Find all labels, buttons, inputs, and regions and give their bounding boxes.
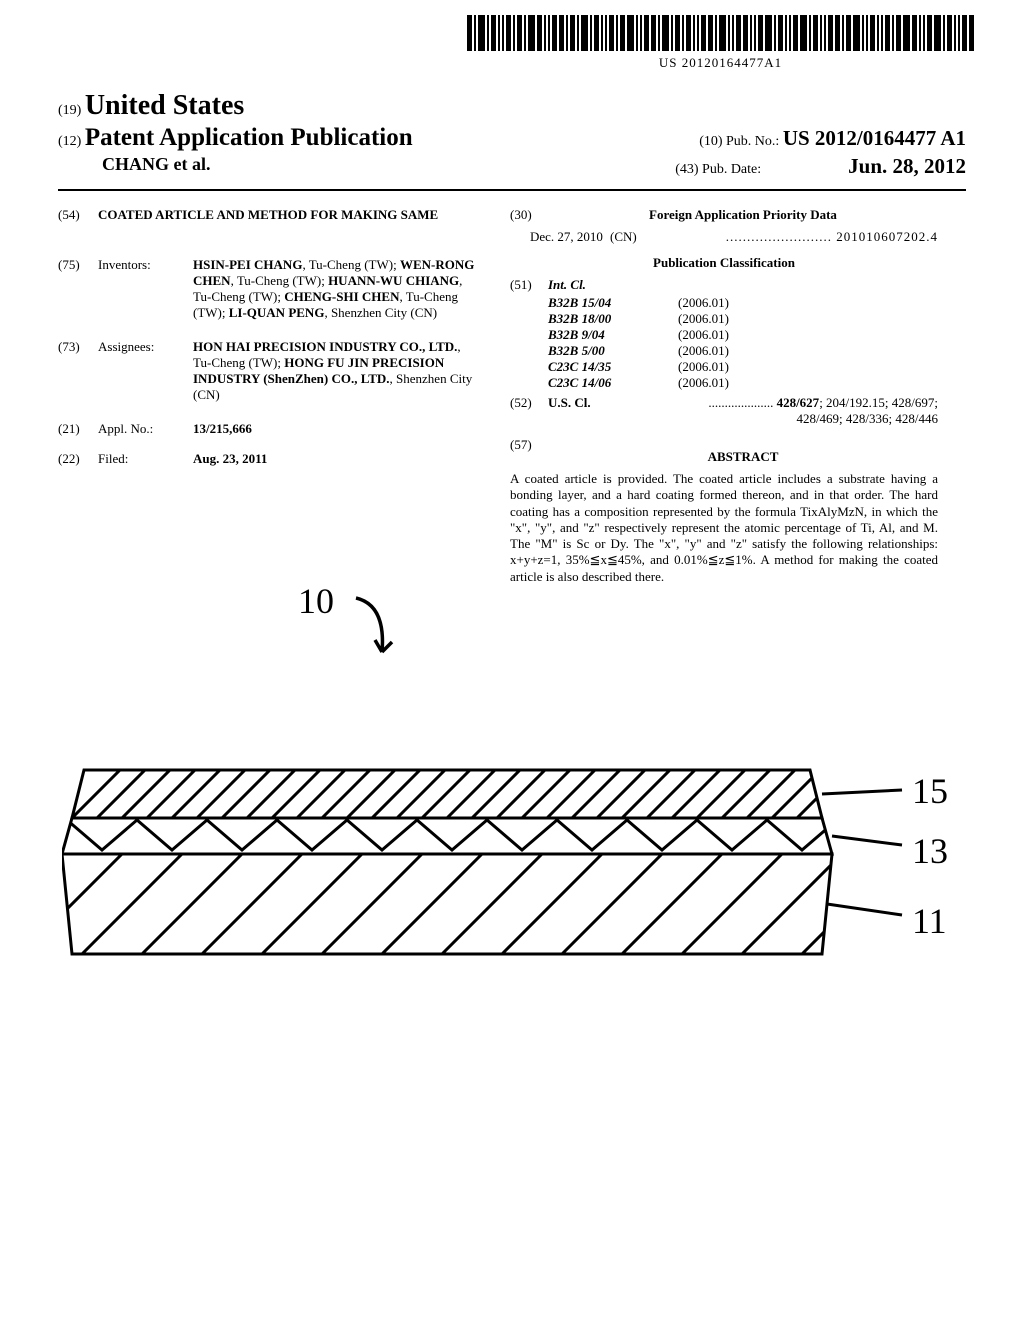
- pub-date-label: (43) Pub. Date:: [675, 162, 761, 177]
- abstract-heading: ABSTRACT: [548, 449, 938, 465]
- layer-15-label: 15: [912, 770, 948, 812]
- layer-13-label: 13: [912, 830, 948, 872]
- intcl-row: C23C 14/06(2006.01): [548, 375, 938, 391]
- priority-country: (CN): [610, 229, 670, 245]
- intcl-class-code: C23C 14/35: [548, 359, 678, 375]
- appl-label: Appl. No.:: [98, 421, 193, 437]
- barcode-block: US 20120164477A1: [467, 15, 974, 71]
- layer-11-label: 11: [912, 900, 947, 942]
- arrow-icon: [348, 590, 398, 670]
- priority-number: ......................... 201010607202.4: [670, 229, 938, 245]
- assignees-value: HON HAI PRECISION INDUSTRY CO., LTD., Tu…: [193, 339, 478, 403]
- code-19: (19): [58, 103, 81, 118]
- pub-date-value: Jun. 28, 2012: [848, 154, 966, 178]
- intcl-class-code: B32B 9/04: [548, 327, 678, 343]
- intcl-row: B32B 15/04(2006.01): [548, 295, 938, 311]
- intcl-row: C23C 14/35(2006.01): [548, 359, 938, 375]
- intcl-row: B32B 18/00(2006.01): [548, 311, 938, 327]
- abstract-text: A coated article is provided. The coated…: [510, 471, 938, 585]
- filed-value: Aug. 23, 2011: [193, 451, 478, 467]
- abstract-code: (57): [510, 437, 548, 471]
- pub-no-value: US 2012/0164477 A1: [783, 126, 966, 150]
- right-column: (30) Foreign Application Priority Data D…: [510, 207, 938, 585]
- code-12: (12): [58, 134, 81, 149]
- left-column: (54) COATED ARTICLE AND METHOD FOR MAKIN…: [58, 207, 478, 585]
- uscl-sub: 428/469; 428/336; 428/446: [510, 411, 938, 427]
- intcl-row: B32B 5/00(2006.01): [548, 343, 938, 359]
- intcl-table: B32B 15/04(2006.01)B32B 18/00(2006.01)B3…: [548, 295, 938, 391]
- inventors-code: (75): [58, 257, 98, 321]
- intcl-row: B32B 9/04(2006.01): [548, 327, 938, 343]
- barcode-text: US 20120164477A1: [467, 55, 974, 71]
- intcl-code: (51): [510, 277, 548, 293]
- intcl-class-code: C23C 14/06: [548, 375, 678, 391]
- appl-value: 13/215,666: [193, 421, 478, 437]
- inventors-value: HSIN-PEI CHANG, Tu-Cheng (TW); WEN-RONG …: [193, 257, 478, 321]
- priority-heading: Foreign Application Priority Data: [548, 207, 938, 223]
- intcl-class-code: B32B 15/04: [548, 295, 678, 311]
- author-name: CHANG et al.: [58, 154, 210, 179]
- classification-heading: Publication Classification: [510, 255, 938, 271]
- intcl-class-year: (2006.01): [678, 359, 729, 375]
- publication-type: Patent Application Publication: [85, 124, 413, 151]
- pub-no-label: (10) Pub. No.:: [699, 134, 779, 149]
- appl-code: (21): [58, 421, 98, 437]
- filed-code: (22): [58, 451, 98, 467]
- priority-date: Dec. 27, 2010: [510, 229, 610, 245]
- layered-diagram: [62, 760, 982, 1020]
- patent-title: COATED ARTICLE AND METHOD FOR MAKING SAM…: [98, 207, 438, 223]
- main-content: (54) COATED ARTICLE AND METHOD FOR MAKIN…: [0, 191, 1024, 585]
- uscl-label: U.S. Cl.: [548, 395, 618, 411]
- intcl-class-year: (2006.01): [678, 295, 729, 311]
- uscl-code: (52): [510, 395, 548, 411]
- inventors-label: Inventors:: [98, 257, 193, 321]
- intcl-class-year: (2006.01): [678, 327, 729, 343]
- uscl-values: .................... 428/627; 204/192.15…: [618, 395, 938, 411]
- barcode: [467, 15, 974, 51]
- assignees-code: (73): [58, 339, 98, 403]
- intcl-class-code: B32B 18/00: [548, 311, 678, 327]
- title-code: (54): [58, 207, 98, 243]
- intcl-label: Int. Cl.: [548, 277, 618, 293]
- filed-label: Filed:: [98, 451, 193, 467]
- intcl-class-year: (2006.01): [678, 375, 729, 391]
- priority-code: (30): [510, 207, 548, 229]
- intcl-class-year: (2006.01): [678, 311, 729, 327]
- intcl-class-code: B32B 5/00: [548, 343, 678, 359]
- intcl-class-year: (2006.01): [678, 343, 729, 359]
- assignees-label: Assignees:: [98, 339, 193, 403]
- country-name: United States: [85, 90, 244, 121]
- figure-ref-number: 10: [298, 580, 334, 622]
